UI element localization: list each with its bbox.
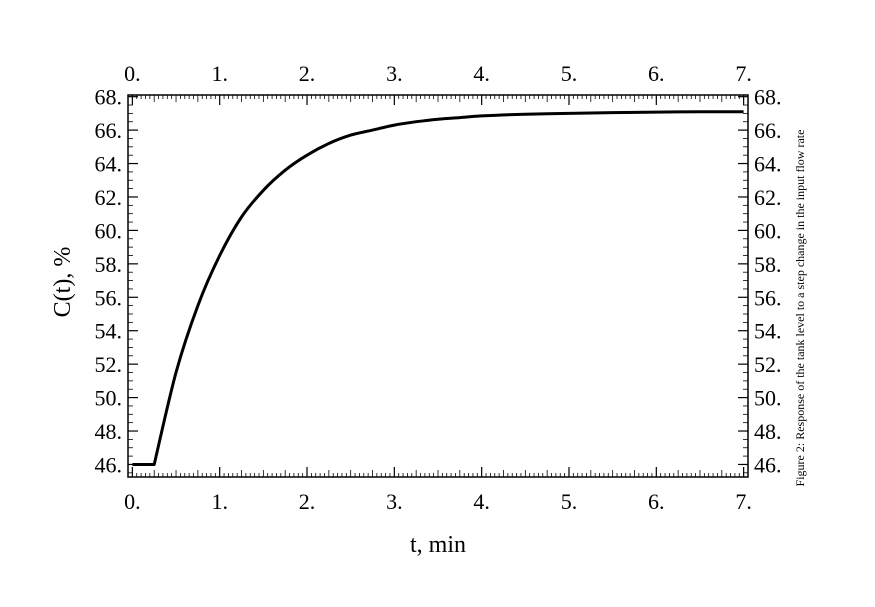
y-tick-label-right: 50.: [754, 386, 782, 411]
y-tick-label-left: 52.: [95, 352, 123, 377]
x-tick-label-bottom: 6.: [648, 489, 665, 514]
x-tick-label-top: 0.: [124, 61, 141, 86]
axes: [127, 94, 749, 478]
y-tick-label-left: 68.: [95, 85, 123, 110]
y-tick-label-left: 50.: [95, 386, 123, 411]
x-tick-label-bottom: 1.: [211, 489, 228, 514]
x-tick-label-bottom: 4.: [473, 489, 490, 514]
x-tick-label-bottom: 5.: [561, 489, 578, 514]
y-tick-label-right: 58.: [754, 252, 782, 277]
x-tick-label-top: 1.: [211, 61, 228, 86]
y-tick-label-right: 68.: [754, 85, 782, 110]
x-tick-label-bottom: 0.: [124, 489, 141, 514]
x-axis-title: t, min: [410, 532, 466, 558]
y-tick-label-left: 60.: [95, 218, 123, 243]
y-tick-label-left: 54.: [95, 319, 123, 344]
series-line: [132, 110, 744, 466]
y-tick-label-left: 58.: [95, 252, 123, 277]
y-tick-label-left: 56.: [95, 285, 123, 310]
y-tick-label-left: 62.: [95, 185, 123, 210]
y-tick-label-right: 64.: [754, 152, 782, 177]
x-tick-label-top: 4.: [473, 61, 490, 86]
plot-frame: [127, 94, 749, 478]
y-tick-label-right: 66.: [754, 118, 782, 143]
y-tick-label-left: 66.: [95, 118, 123, 143]
y-tick-label-right: 62.: [754, 185, 782, 210]
ticks: [127, 95, 749, 477]
y-tick-label-right: 54.: [754, 319, 782, 344]
y-tick-label-right: 46.: [754, 452, 782, 477]
x-tick-label-top: 7.: [735, 61, 752, 86]
figure-caption: Figure 2: Response of the tank level to …: [793, 130, 807, 487]
x-tick-label-top: 5.: [561, 61, 578, 86]
y-tick-label-right: 52.: [754, 352, 782, 377]
tick-labels: 0.0.1.1.2.2.3.3.4.4.5.5.6.6.7.7.46. 46.48…: [95, 61, 782, 514]
y-tick-label-right: 48.: [754, 419, 782, 444]
y-tick-label-right: 56.: [754, 285, 782, 310]
y-tick-label-left: 46.: [95, 452, 123, 477]
y-tick-label-left: 64.: [95, 152, 123, 177]
y-tick-label-left: 48.: [95, 419, 123, 444]
x-tick-label-top: 2.: [299, 61, 316, 86]
y-tick-label-right: 60.: [754, 218, 782, 243]
x-tick-label-top: 3.: [386, 61, 403, 86]
x-tick-label-top: 6.: [648, 61, 665, 86]
x-tick-label-bottom: 3.: [386, 489, 403, 514]
x-tick-label-bottom: 2.: [299, 489, 316, 514]
x-tick-label-bottom: 7.: [735, 489, 752, 514]
y-axis-title: C(t), %: [50, 247, 76, 318]
